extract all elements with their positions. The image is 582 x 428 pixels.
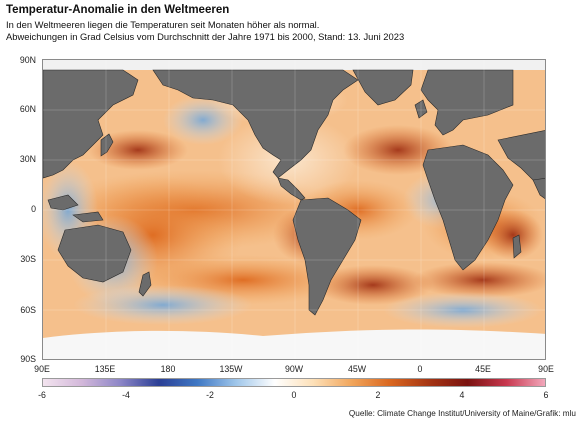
sea-temperature-anomaly-map xyxy=(42,59,546,360)
colorbar-tick-0: 0 xyxy=(291,390,297,400)
island-borneo xyxy=(47,194,79,211)
island-greenland xyxy=(352,69,414,106)
arctic-ice xyxy=(43,60,545,70)
lon-label-90w: 90W xyxy=(284,364,304,374)
island-newguinea xyxy=(72,211,104,223)
colorbar-tick-2: 2 xyxy=(375,390,381,400)
colorbar-tick-minus4: -4 xyxy=(122,390,130,400)
lat-label-30s: 30S xyxy=(20,254,36,264)
island-uk xyxy=(414,99,428,119)
lon-label-45w: 45W xyxy=(347,364,367,374)
antarctic-ice xyxy=(43,329,545,359)
lon-label-90e-left: 90E xyxy=(34,364,50,374)
region-central-america xyxy=(277,177,306,201)
lat-label-60n: 60N xyxy=(19,104,36,114)
graticule xyxy=(43,60,545,359)
land-masses xyxy=(43,69,545,316)
chart-title: Temperatur-Anomalie in den Weltmeeren xyxy=(6,4,230,16)
lat-label-90n: 90N xyxy=(19,55,36,65)
lat-label-30n: 30N xyxy=(19,154,36,164)
colorbar-tick-6: 6 xyxy=(543,390,549,400)
lat-label-60s: 60S xyxy=(20,305,36,315)
lon-label-45e: 45E xyxy=(475,364,491,374)
lon-label-180: 180 xyxy=(160,364,176,374)
continent-europe xyxy=(420,69,514,136)
colorbar-tick-minus2: -2 xyxy=(206,390,214,400)
source-credit: Quelle: Climate Change Institut/Universi… xyxy=(348,409,576,418)
continent-asia-west xyxy=(43,69,139,179)
continent-south-america xyxy=(292,197,362,316)
colorbar-tick-minus6: -6 xyxy=(38,390,46,400)
island-newzealand xyxy=(138,271,152,297)
temperature-colorbar xyxy=(42,378,546,387)
lat-label-90s: 90S xyxy=(20,354,36,364)
chart-subtitle: In den Weltmeeren liegen die Temperature… xyxy=(6,19,320,30)
continent-australia xyxy=(57,224,132,283)
lon-label-0: 0 xyxy=(417,364,423,374)
continent-africa xyxy=(422,144,514,271)
continent-north-america xyxy=(152,69,359,179)
lon-label-135e: 135E xyxy=(94,364,116,374)
chart-subtitle-detail: Abweichungen in Grad Celsius vom Durchsc… xyxy=(6,31,405,42)
map-canvas xyxy=(43,60,545,359)
island-japan xyxy=(100,133,114,157)
lon-label-135w: 135W xyxy=(219,364,243,374)
island-madagascar xyxy=(512,234,522,259)
colorbar-tick-4: 4 xyxy=(459,390,465,400)
lon-label-90e-right: 90E xyxy=(538,364,554,374)
subcontinent-india xyxy=(532,177,545,199)
lat-label-0: 0 xyxy=(31,204,36,214)
